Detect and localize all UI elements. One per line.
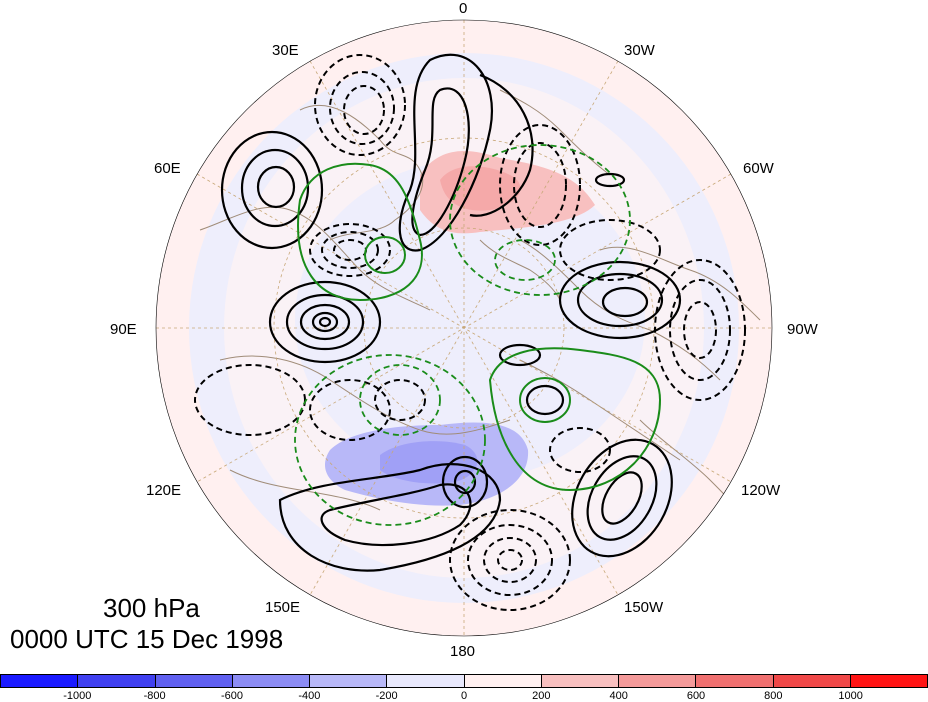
- colorbar-segment: [387, 675, 465, 687]
- colorbar-segment: [696, 675, 774, 687]
- colorbar-segment: [541, 675, 619, 687]
- lon-label-90e: 90E: [110, 321, 137, 338]
- lon-label-90w: 90W: [787, 321, 818, 338]
- coastlines: [199, 89, 761, 541]
- colorbar-segment: [773, 675, 851, 687]
- colorbar-tick-label: -200: [375, 690, 398, 702]
- green-contours: [297, 162, 662, 492]
- map-boundary: [155, 19, 773, 637]
- level-caption: 300 hPa: [103, 593, 200, 623]
- colorbar-tick-label: -800: [143, 690, 166, 702]
- lon-label-60w: 60W: [743, 160, 774, 177]
- positive-contours: [220, 53, 682, 572]
- green-dashed-contours: [294, 144, 631, 526]
- colorbar-segment: [1, 675, 79, 687]
- colorbar-tick-label: 0: [460, 690, 468, 702]
- lon-label-120e: 120E: [146, 482, 182, 499]
- lon-label-150w: 150W: [624, 599, 664, 616]
- colorbar-segment: [78, 675, 156, 687]
- colorbar-segment: [850, 675, 927, 687]
- colorbar-tick-label: 1000: [838, 690, 863, 702]
- lon-label-120w: 120W: [741, 482, 781, 499]
- lon-label-30w: 30W: [624, 42, 655, 59]
- lon-label-30e: 30E: [272, 42, 299, 59]
- colorbar-segment: [155, 675, 233, 687]
- lon-label-0: 0: [459, 0, 468, 17]
- colorbar-tick-label: -1000: [63, 690, 92, 702]
- lon-label-150e: 150E: [265, 599, 301, 616]
- graticule: [156, 20, 772, 636]
- colorbar-segment: [464, 675, 542, 687]
- lon-label-60e: 60E: [154, 160, 181, 177]
- colorbar-segment: [232, 675, 310, 687]
- colorbar-segment: [310, 675, 388, 687]
- colorbar-tick-label: 200: [532, 690, 551, 702]
- lon-label-180: 180: [450, 643, 476, 660]
- colorbar: [0, 674, 928, 688]
- colorbar-tick-label: -600: [220, 690, 244, 702]
- colorbar-tick-label: 800: [764, 690, 783, 702]
- colorbar-tick-label: 600: [686, 690, 706, 702]
- time-caption: 0000 UTC 15 Dec 1998: [10, 624, 284, 654]
- negative-anomaly-core: [380, 441, 478, 484]
- colorbar-tick-label: -400: [298, 690, 321, 702]
- colorbar-tick-label: 400: [609, 690, 628, 702]
- negative-contours: [194, 54, 746, 611]
- colorbar-segment: [619, 675, 697, 687]
